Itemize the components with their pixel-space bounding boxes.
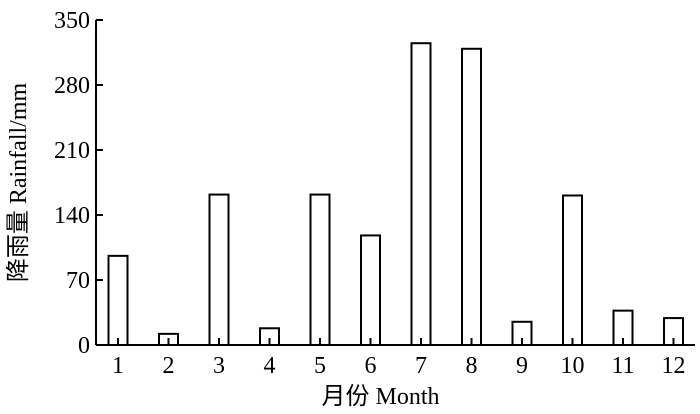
bar-month-3 (208, 193, 230, 346)
x-tick-label: 3 (213, 353, 225, 379)
bar-month-10 (562, 194, 583, 346)
y-axis-ticks: 0 70 140 210 280 350 (54, 8, 103, 359)
bar-month-7 (410, 42, 432, 346)
x-tick-label: 9 (516, 353, 528, 379)
x-axis-ticks: 1 2 3 4 5 6 7 8 9 10 11 12 (112, 338, 686, 379)
x-tick-label: 11 (611, 353, 634, 379)
x-tick-label: 4 (264, 353, 276, 379)
x-tick-label: 10 (561, 353, 585, 379)
bar-month-6 (360, 234, 381, 346)
x-tick-label: 12 (662, 353, 686, 379)
y-tick-label: 70 (66, 268, 90, 294)
bar-month-1 (107, 254, 129, 347)
x-tick-label: 7 (415, 353, 427, 379)
bar-month-5 (309, 193, 331, 346)
x-tick-label: 1 (112, 353, 124, 379)
bars (107, 42, 684, 347)
x-tick-label: 5 (314, 353, 326, 379)
x-axis-title: 月份 Month (321, 383, 439, 410)
x-tick-label: 2 (163, 353, 175, 379)
y-axis-title: 降雨量 Rainfall/mm (5, 83, 32, 283)
y-tick-label: 210 (54, 138, 90, 164)
y-tick-label: 0 (78, 333, 90, 359)
x-tick-label: 8 (466, 353, 478, 379)
y-tick-label: 350 (54, 8, 90, 34)
x-tick-label: 6 (365, 353, 377, 379)
y-tick-label: 280 (54, 73, 90, 99)
y-tick-label: 140 (54, 203, 90, 229)
bar-month-8 (461, 47, 482, 347)
